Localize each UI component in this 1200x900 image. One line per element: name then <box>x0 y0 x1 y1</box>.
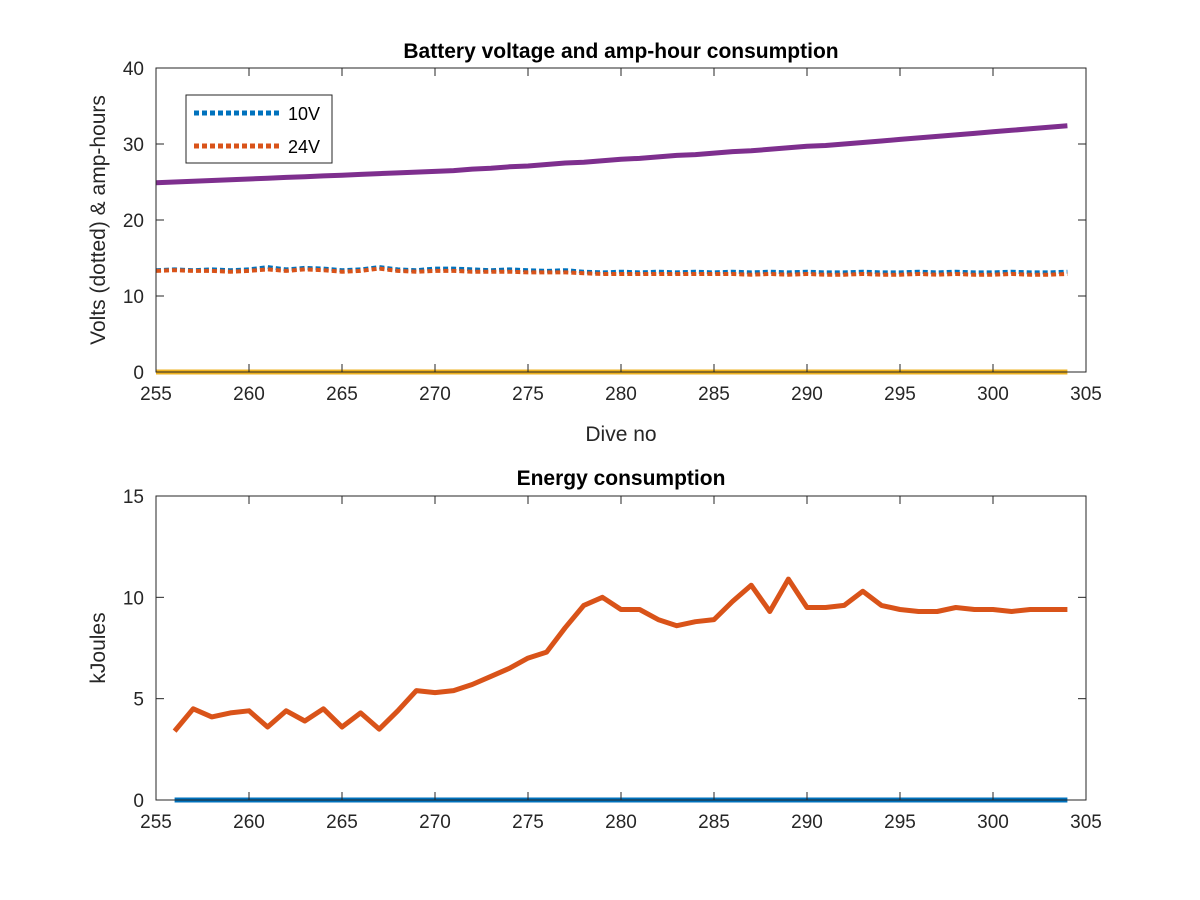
x-tick-label: 305 <box>1070 812 1102 833</box>
y-tick-label: 40 <box>123 59 144 80</box>
x-tick-label: 260 <box>233 812 265 833</box>
x-tick-label: 265 <box>326 812 358 833</box>
energy-chart: 255 260 265 270 275 280 285 290 295 300 305 0 5 10 15… <box>87 467 1102 833</box>
x-tick-label: 295 <box>884 812 916 833</box>
y-ticks: 0 5 10 15 <box>123 487 1086 812</box>
x-tick-label: 275 <box>512 812 544 833</box>
x-ticks: 255 260 265 270 275 280 285 290 295 300 305 <box>140 496 1102 833</box>
x-tick-label: 270 <box>419 812 451 833</box>
x-tick-label: 300 <box>977 812 1009 833</box>
x-tick-label: 265 <box>326 384 358 405</box>
x-tick-label: 270 <box>419 384 451 405</box>
x-tick-label: 280 <box>605 384 637 405</box>
x-axis-label: Dive no <box>585 423 656 446</box>
y-tick-label: 0 <box>133 791 144 812</box>
x-tick-label: 260 <box>233 384 265 405</box>
chart-title: Battery voltage and amp-hour consumption <box>403 40 838 63</box>
plot-area <box>156 496 1086 800</box>
y-axis-label: Volts (dotted) & amp-hours <box>87 95 110 345</box>
x-tick-label: 275 <box>512 384 544 405</box>
series-line-24v <box>155 266 1068 277</box>
chart-title: Energy consumption <box>517 467 726 490</box>
x-tick-label: 305 <box>1070 384 1102 405</box>
legend-box <box>185 94 333 164</box>
y-tick-label: 10 <box>123 287 144 308</box>
y-ticks: 0 10 20 30 40 <box>123 59 1086 384</box>
x-tick-label: 285 <box>698 812 730 833</box>
legend: 10V 24V <box>185 94 333 164</box>
x-tick-label: 285 <box>698 384 730 405</box>
x-tick-label: 300 <box>977 384 1009 405</box>
y-tick-label: 20 <box>123 211 144 232</box>
voltage-amphour-chart: 255 260 265 270 275 280 285 290 295 300 305 0 10 20 3… <box>87 40 1102 446</box>
y-tick-label: 5 <box>133 690 144 711</box>
series-line-1 <box>172 576 1068 733</box>
y-axis-label: kJoules <box>87 612 110 683</box>
series-line-3 <box>155 123 1068 186</box>
x-tick-label: 290 <box>791 384 823 405</box>
x-ticks: 255 260 265 270 275 280 285 290 295 300 305 <box>140 68 1102 405</box>
legend-label-24v: 24V <box>288 137 320 157</box>
x-tick-label: 255 <box>140 384 172 405</box>
x-tick-label: 295 <box>884 384 916 405</box>
legend-label-10v: 10V <box>288 104 320 124</box>
y-tick-label: 30 <box>123 135 144 156</box>
x-tick-label: 280 <box>605 812 637 833</box>
x-tick-label: 255 <box>140 812 172 833</box>
y-tick-label: 10 <box>123 588 144 609</box>
y-tick-label: 15 <box>123 487 144 508</box>
x-tick-label: 290 <box>791 812 823 833</box>
y-tick-label: 0 <box>133 363 144 384</box>
